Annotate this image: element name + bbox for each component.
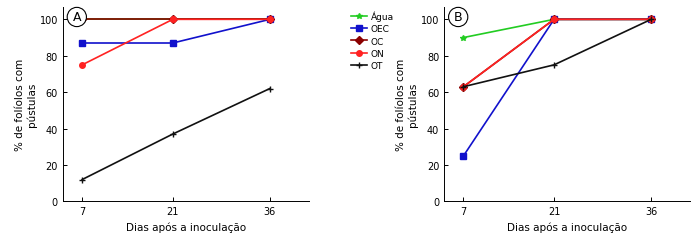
X-axis label: Dias após a inoculação: Dias após a inoculação bbox=[125, 222, 246, 232]
Y-axis label: % de folíolos com
pústulas: % de folíolos com pústulas bbox=[396, 59, 418, 150]
Legend: Água, OEC, OC, ON, OT: Água, OEC, OC, ON, OT bbox=[348, 8, 398, 74]
Text: B: B bbox=[454, 11, 463, 24]
X-axis label: Dias após a inoculação: Dias após a inoculação bbox=[507, 222, 627, 232]
Y-axis label: % de folíolos com
pústulas: % de folíolos com pústulas bbox=[15, 59, 37, 150]
Text: A: A bbox=[72, 11, 81, 24]
